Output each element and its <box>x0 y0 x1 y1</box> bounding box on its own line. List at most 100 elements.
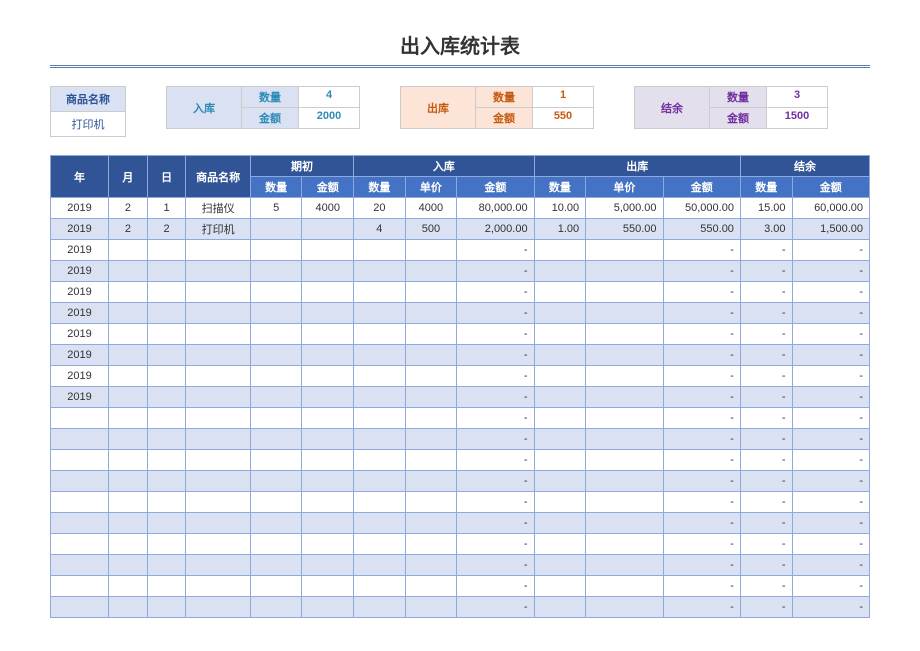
cell-m[interactable] <box>109 492 148 513</box>
cell-xq[interactable] <box>534 324 586 345</box>
cell-y[interactable] <box>51 513 109 534</box>
table-row[interactable]: 201921扫描仪5400020400080,000.0010.005,000.… <box>51 198 870 219</box>
cell-n[interactable] <box>186 513 250 534</box>
cell-m[interactable] <box>109 513 148 534</box>
cell-n[interactable]: 扫描仪 <box>186 198 250 219</box>
cell-ba[interactable]: - <box>792 471 869 492</box>
cell-y[interactable]: 2019 <box>51 366 109 387</box>
cell-oq[interactable] <box>250 324 302 345</box>
cell-ip[interactable] <box>405 345 457 366</box>
cell-oq[interactable] <box>250 471 302 492</box>
cell-ba[interactable]: 60,000.00 <box>792 198 869 219</box>
cell-n[interactable] <box>186 324 250 345</box>
cell-oq[interactable] <box>250 534 302 555</box>
cell-xq[interactable] <box>534 513 586 534</box>
cell-oq[interactable] <box>250 345 302 366</box>
cell-oq[interactable]: 5 <box>250 198 302 219</box>
cell-ip[interactable] <box>405 534 457 555</box>
table-row[interactable]: 2019---- <box>51 261 870 282</box>
cell-oa[interactable] <box>302 219 354 240</box>
cell-bq[interactable]: 3.00 <box>740 219 792 240</box>
cell-bq[interactable]: - <box>740 429 792 450</box>
cell-ba[interactable]: - <box>792 555 869 576</box>
cell-iq[interactable] <box>354 555 406 576</box>
cell-xq[interactable] <box>534 534 586 555</box>
cell-oq[interactable] <box>250 450 302 471</box>
cell-iq[interactable] <box>354 429 406 450</box>
cell-oq[interactable] <box>250 219 302 240</box>
cell-oa[interactable] <box>302 282 354 303</box>
cell-m[interactable] <box>109 597 148 618</box>
cell-ba[interactable]: - <box>792 450 869 471</box>
cell-oa[interactable] <box>302 387 354 408</box>
cell-oa[interactable] <box>302 345 354 366</box>
cell-oq[interactable] <box>250 597 302 618</box>
cell-ip[interactable] <box>405 408 457 429</box>
cell-n[interactable] <box>186 261 250 282</box>
cell-m[interactable] <box>109 429 148 450</box>
cell-xq[interactable] <box>534 282 586 303</box>
cell-m[interactable] <box>109 261 148 282</box>
cell-y[interactable] <box>51 450 109 471</box>
cell-oq[interactable] <box>250 261 302 282</box>
cell-ba[interactable]: - <box>792 597 869 618</box>
cell-ba[interactable]: - <box>792 513 869 534</box>
cell-xa[interactable]: - <box>663 345 740 366</box>
cell-ia[interactable]: - <box>457 534 534 555</box>
cell-xa[interactable]: - <box>663 261 740 282</box>
cell-y[interactable] <box>51 534 109 555</box>
cell-d[interactable] <box>147 555 186 576</box>
cell-oa[interactable] <box>302 597 354 618</box>
cell-bq[interactable]: 15.00 <box>740 198 792 219</box>
cell-oa[interactable] <box>302 366 354 387</box>
cell-xp[interactable] <box>586 576 663 597</box>
cell-ia[interactable]: - <box>457 303 534 324</box>
cell-oq[interactable] <box>250 387 302 408</box>
cell-oa[interactable] <box>302 576 354 597</box>
cell-ip[interactable] <box>405 471 457 492</box>
table-row[interactable]: 2019---- <box>51 387 870 408</box>
cell-oq[interactable] <box>250 429 302 450</box>
cell-d[interactable] <box>147 450 186 471</box>
cell-xp[interactable] <box>586 429 663 450</box>
cell-n[interactable] <box>186 429 250 450</box>
cell-xp[interactable] <box>586 387 663 408</box>
cell-iq[interactable] <box>354 261 406 282</box>
cell-oq[interactable] <box>250 555 302 576</box>
cell-xa[interactable]: - <box>663 534 740 555</box>
cell-n[interactable] <box>186 555 250 576</box>
cell-y[interactable]: 2019 <box>51 240 109 261</box>
cell-ba[interactable]: - <box>792 492 869 513</box>
cell-bq[interactable]: - <box>740 303 792 324</box>
cell-d[interactable] <box>147 366 186 387</box>
cell-y[interactable] <box>51 555 109 576</box>
cell-xa[interactable]: - <box>663 450 740 471</box>
cell-y[interactable]: 2019 <box>51 198 109 219</box>
cell-y[interactable]: 2019 <box>51 219 109 240</box>
cell-oa[interactable] <box>302 450 354 471</box>
cell-y[interactable] <box>51 597 109 618</box>
cell-ba[interactable]: - <box>792 387 869 408</box>
cell-iq[interactable] <box>354 345 406 366</box>
cell-m[interactable] <box>109 366 148 387</box>
cell-oq[interactable] <box>250 366 302 387</box>
cell-bq[interactable]: - <box>740 534 792 555</box>
cell-d[interactable] <box>147 387 186 408</box>
cell-m[interactable] <box>109 534 148 555</box>
cell-ba[interactable]: - <box>792 408 869 429</box>
cell-ba[interactable]: - <box>792 240 869 261</box>
cell-d[interactable] <box>147 429 186 450</box>
cell-oq[interactable] <box>250 303 302 324</box>
cell-ip[interactable] <box>405 240 457 261</box>
cell-iq[interactable] <box>354 513 406 534</box>
cell-ip[interactable] <box>405 513 457 534</box>
cell-iq[interactable] <box>354 240 406 261</box>
cell-n[interactable] <box>186 240 250 261</box>
cell-xa[interactable]: 550.00 <box>663 219 740 240</box>
cell-xp[interactable] <box>586 471 663 492</box>
cell-d[interactable] <box>147 345 186 366</box>
cell-ia[interactable]: - <box>457 387 534 408</box>
cell-y[interactable] <box>51 492 109 513</box>
cell-bq[interactable]: - <box>740 261 792 282</box>
cell-m[interactable] <box>109 387 148 408</box>
